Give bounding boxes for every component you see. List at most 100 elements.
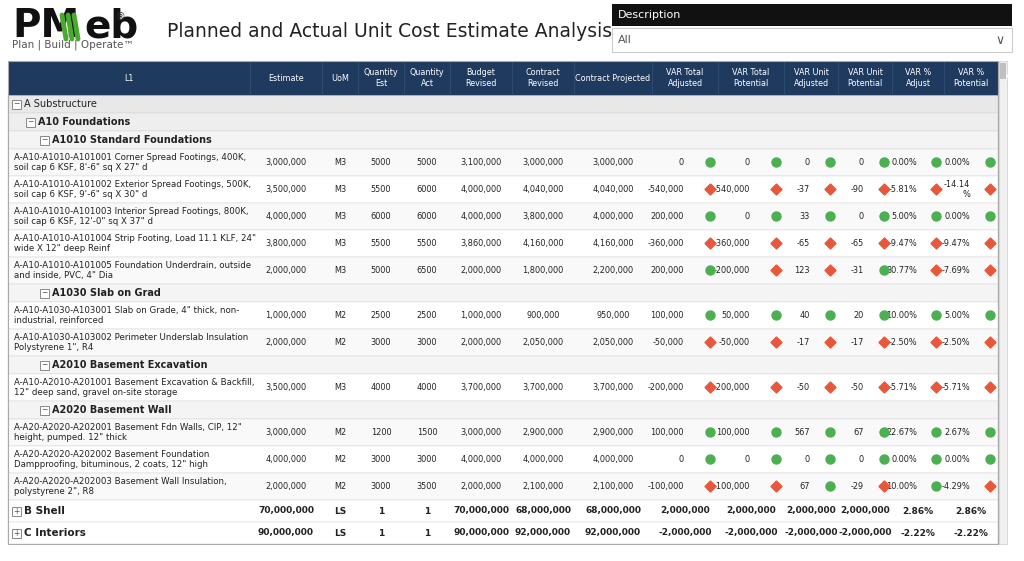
Polygon shape: [705, 184, 716, 195]
Text: 20: 20: [854, 311, 864, 320]
Polygon shape: [705, 337, 716, 348]
Polygon shape: [879, 337, 890, 348]
Text: 3000: 3000: [417, 338, 437, 347]
Text: -360,000: -360,000: [647, 239, 684, 248]
Text: 0: 0: [679, 455, 684, 464]
Text: 3000: 3000: [417, 455, 437, 464]
Text: A-A20-A2020-A202003 Basement Wall Insulation,
polystyrene 2", R8: A-A20-A2020-A202003 Basement Wall Insula…: [14, 477, 226, 496]
Text: eb: eb: [84, 7, 138, 45]
Text: 10.00%: 10.00%: [886, 482, 918, 491]
Text: 2,000,000: 2,000,000: [461, 482, 502, 491]
Polygon shape: [825, 265, 836, 276]
Polygon shape: [931, 382, 942, 393]
Text: 1: 1: [378, 528, 384, 537]
FancyBboxPatch shape: [40, 406, 49, 415]
Text: 2,900,000: 2,900,000: [522, 428, 563, 437]
Text: -5.71%: -5.71%: [888, 383, 918, 392]
Text: 67: 67: [854, 428, 864, 437]
Polygon shape: [771, 265, 782, 276]
Text: A-A10-A1030-A103002 Perimeter Underslab Insulation
Polystyrene 1", R4: A-A10-A1030-A103002 Perimeter Underslab …: [14, 333, 248, 352]
Text: 1,000,000: 1,000,000: [265, 311, 306, 320]
Text: 2,000,000: 2,000,000: [265, 482, 306, 491]
Text: 0: 0: [744, 212, 750, 221]
Polygon shape: [985, 265, 996, 276]
Text: 3,100,000: 3,100,000: [461, 158, 502, 167]
Text: 4,000,000: 4,000,000: [592, 455, 634, 464]
Text: 3,000,000: 3,000,000: [593, 158, 634, 167]
Text: All: All: [618, 35, 632, 45]
FancyBboxPatch shape: [8, 302, 998, 329]
Text: A-A10-A1010-A101005 Foundation Underdrain, outside
and inside, PVC, 4" Dia: A-A10-A1010-A101005 Foundation Underdrai…: [14, 261, 251, 280]
Text: 200,000: 200,000: [650, 266, 684, 275]
Text: +: +: [13, 528, 19, 537]
Text: 2,050,000: 2,050,000: [522, 338, 563, 347]
Polygon shape: [825, 184, 836, 195]
Text: 3000: 3000: [371, 338, 391, 347]
Text: 3,700,000: 3,700,000: [522, 383, 563, 392]
Text: -200,000: -200,000: [714, 383, 750, 392]
Circle shape: [986, 428, 995, 437]
Circle shape: [932, 158, 941, 167]
FancyBboxPatch shape: [8, 356, 998, 374]
Text: −: −: [41, 406, 48, 415]
Circle shape: [932, 455, 941, 464]
Text: 0: 0: [679, 158, 684, 167]
Text: 4,000,000: 4,000,000: [522, 455, 563, 464]
Text: 92,000,000: 92,000,000: [515, 528, 571, 537]
Polygon shape: [771, 184, 782, 195]
Text: 3,000,000: 3,000,000: [461, 428, 502, 437]
Circle shape: [706, 311, 715, 320]
Text: −: −: [13, 99, 19, 108]
Text: 3,700,000: 3,700,000: [461, 383, 502, 392]
Text: VAR %
Potential: VAR % Potential: [953, 68, 988, 88]
Text: 567: 567: [795, 428, 810, 437]
Text: VAR %
Adjust: VAR % Adjust: [905, 68, 931, 88]
Text: 3,500,000: 3,500,000: [265, 185, 306, 194]
Text: 2,000,000: 2,000,000: [786, 507, 836, 516]
Text: 6000: 6000: [417, 185, 437, 194]
Text: 30.77%: 30.77%: [886, 266, 918, 275]
Text: -50: -50: [851, 383, 864, 392]
Text: -31: -31: [851, 266, 864, 275]
Text: LS: LS: [334, 507, 346, 516]
FancyBboxPatch shape: [612, 4, 1012, 26]
Text: -200,000: -200,000: [648, 383, 684, 392]
Polygon shape: [985, 481, 996, 492]
Circle shape: [932, 428, 941, 437]
Text: A-A10-A1010-A101002 Exterior Spread Footings, 500K,
soil cap 6 KSF, 9'-6" sq X 3: A-A10-A1010-A101002 Exterior Spread Foot…: [14, 180, 251, 199]
Text: 0.00%: 0.00%: [944, 455, 970, 464]
Text: 3,800,000: 3,800,000: [265, 239, 306, 248]
Polygon shape: [879, 184, 890, 195]
Text: M2: M2: [334, 428, 346, 437]
Polygon shape: [771, 382, 782, 393]
Text: 3,000,000: 3,000,000: [265, 158, 306, 167]
FancyBboxPatch shape: [1000, 63, 1006, 79]
Text: 100,000: 100,000: [650, 311, 684, 320]
Text: 2,000,000: 2,000,000: [265, 266, 306, 275]
Text: -2.50%: -2.50%: [889, 338, 918, 347]
Text: -65: -65: [797, 239, 810, 248]
Text: -5.71%: -5.71%: [941, 383, 970, 392]
Text: 3000: 3000: [371, 482, 391, 491]
Text: A-A10-A1010-A101004 Strip Footing, Load 11.1 KLF, 24"
wide X 12" deep Reinf: A-A10-A1010-A101004 Strip Footing, Load …: [14, 234, 256, 253]
Text: VAR Total
Potential: VAR Total Potential: [732, 68, 770, 88]
Text: 2500: 2500: [417, 311, 437, 320]
FancyBboxPatch shape: [8, 374, 998, 401]
Text: PM: PM: [12, 7, 79, 45]
Text: M3: M3: [334, 383, 346, 392]
Text: -17: -17: [797, 338, 810, 347]
Text: 4,160,000: 4,160,000: [592, 239, 634, 248]
Text: 68,000,000: 68,000,000: [585, 507, 641, 516]
Text: -200,000: -200,000: [714, 266, 750, 275]
Text: Quantity
Act: Quantity Act: [410, 68, 444, 88]
Text: −: −: [41, 136, 48, 145]
Text: -540,000: -540,000: [714, 185, 750, 194]
Text: M2: M2: [334, 455, 346, 464]
Text: -65: -65: [851, 239, 864, 248]
Text: −: −: [41, 288, 48, 297]
FancyBboxPatch shape: [8, 61, 998, 95]
FancyBboxPatch shape: [8, 95, 998, 113]
Circle shape: [932, 212, 941, 221]
FancyBboxPatch shape: [12, 99, 22, 108]
Text: 4,040,000: 4,040,000: [522, 185, 563, 194]
